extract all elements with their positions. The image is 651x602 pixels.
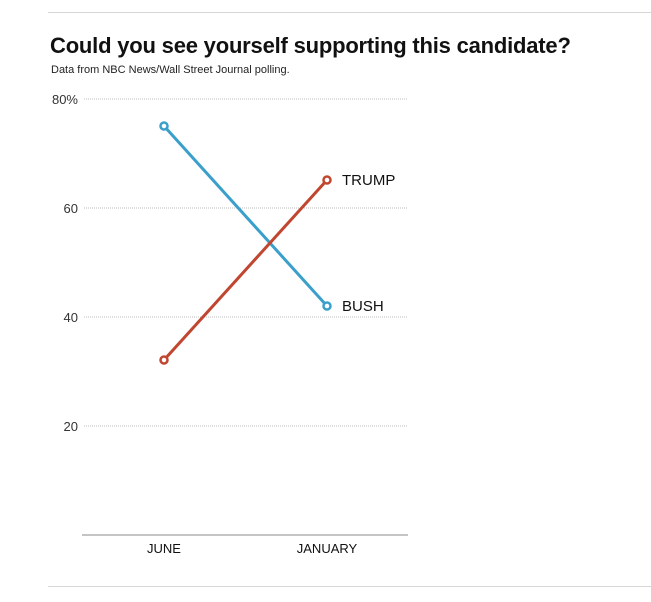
trump-point-january — [322, 175, 332, 185]
trump-point-june — [159, 355, 169, 365]
ytick-60: 60 — [64, 201, 78, 216]
xtick-january: JANUARY — [297, 541, 358, 556]
top-rule — [48, 12, 651, 13]
ytick-20: 20 — [64, 419, 78, 434]
bush-label: BUSH — [342, 298, 384, 315]
chart-title: Could you see yourself supporting this c… — [50, 33, 571, 58]
xtick-june: JUNE — [147, 541, 181, 556]
trump-label: TRUMP — [342, 172, 395, 189]
bottom-rule — [48, 586, 651, 587]
ytick-80: 80% — [52, 92, 78, 107]
bush-point-january — [322, 301, 332, 311]
series-bush — [159, 121, 332, 311]
bush-line — [162, 124, 329, 308]
trump-line — [162, 178, 329, 362]
bush-point-june — [159, 121, 169, 131]
series-trump — [159, 175, 332, 365]
ytick-40: 40 — [64, 310, 78, 325]
gridlines — [84, 98, 408, 427]
chart-subtitle: Data from NBC News/Wall Street Journal p… — [51, 64, 290, 76]
